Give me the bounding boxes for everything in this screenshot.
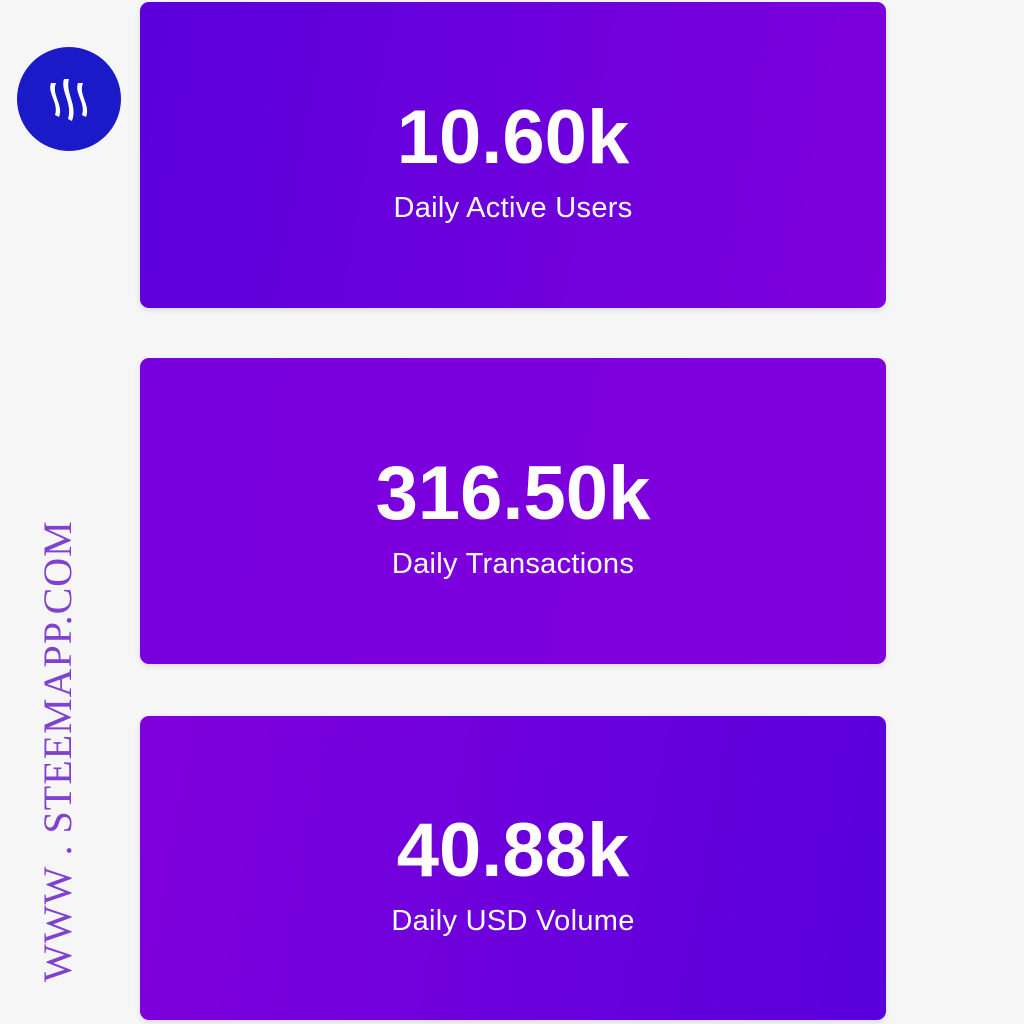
stat-label: Daily USD Volume xyxy=(391,904,635,937)
stat-card-daily-transactions: 316.50k Daily Transactions xyxy=(140,358,886,664)
stat-value: 10.60k xyxy=(396,94,630,180)
stat-card-daily-usd-volume: 40.88k Daily USD Volume xyxy=(140,716,886,1020)
stat-card-daily-active-users: 10.60k Daily Active Users xyxy=(140,2,886,308)
stat-value: 316.50k xyxy=(375,450,651,536)
stat-value: 40.88k xyxy=(396,807,630,893)
stat-label: Daily Transactions xyxy=(391,547,635,580)
watermark: WWW . STEEMAPP.COM xyxy=(35,520,80,982)
steem-logo-icon xyxy=(17,47,121,151)
stat-label: Daily Active Users xyxy=(393,191,633,224)
